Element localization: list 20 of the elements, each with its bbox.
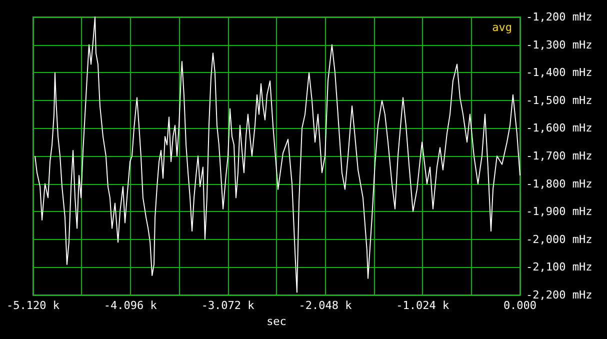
y-tick-label: -2,100 mHz — [526, 260, 592, 274]
x-tick-label: -4.096 k — [104, 299, 158, 312]
y-tick-label: -1,200 mHz — [526, 10, 592, 24]
y-tick-label: -2,000 mHz — [526, 232, 592, 246]
y-tick-label: -1,700 mHz — [526, 150, 592, 162]
x-tick-label: -3.072 k — [201, 299, 255, 312]
x-tick-label: -5.120 k — [6, 299, 60, 312]
x-tick-label: -1.024 k — [396, 299, 450, 312]
y-tick-label: -1,900 mHz — [526, 205, 592, 218]
x-tick-label: -2.048 k — [298, 299, 352, 312]
annotation: avg — [492, 21, 512, 34]
x-tick-label: 0.000 — [503, 299, 537, 312]
line-series — [34, 16, 520, 293]
y-tick-label: -1,400 mHz — [526, 66, 592, 80]
x-axis-title: sec — [266, 314, 286, 328]
y-tick-label: -2,200 mHz — [526, 288, 592, 302]
y-tick-label: -1,300 mHz — [526, 38, 592, 52]
y-tick-label: -1,500 mHz — [526, 94, 592, 107]
y-tick-label: -1,600 mHz — [526, 122, 592, 135]
y-tick-label: -1,800 mHz — [526, 177, 592, 190]
